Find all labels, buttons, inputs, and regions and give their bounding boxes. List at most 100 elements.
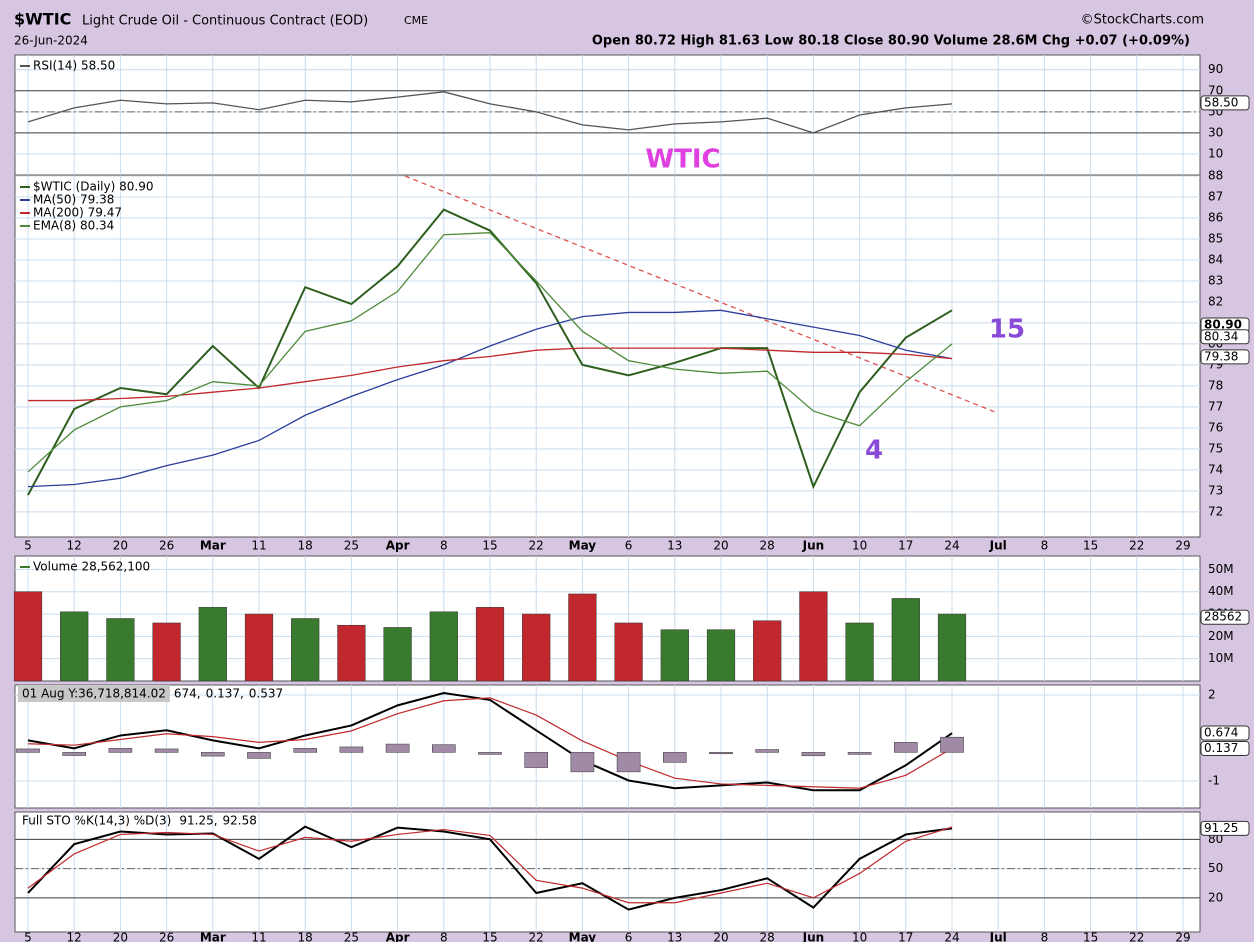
x-tick-label: 12 xyxy=(67,539,82,553)
y-tick-label: 70 xyxy=(1208,83,1223,97)
y-tick-label: 10M xyxy=(1208,651,1234,665)
legend-entry: 91.25, xyxy=(179,814,217,828)
y-tick-label: 2 xyxy=(1208,688,1216,702)
bar xyxy=(524,752,549,768)
value-tag: 0.137 xyxy=(1204,741,1238,755)
x-tick-label: 13 xyxy=(667,539,682,553)
legend-entry: 92.58 xyxy=(223,814,257,828)
legend-entry: RSI(14) 58.50 xyxy=(33,59,115,73)
x-tick-label: 15 xyxy=(1083,931,1098,942)
bar xyxy=(660,629,689,682)
y-tick-label: 20M xyxy=(1208,629,1234,643)
x-tick-label: 26 xyxy=(159,931,174,942)
x-tick-label: Jun xyxy=(802,539,825,553)
bar xyxy=(894,742,918,753)
x-tick-label: 6 xyxy=(625,931,633,942)
bar xyxy=(62,752,87,756)
quote: Open 80.72 High 81.63 Low 80.18 Close 80… xyxy=(592,34,1190,49)
x-tick-label: 11 xyxy=(251,931,266,942)
panel xyxy=(14,54,1201,176)
series-line xyxy=(27,697,953,789)
x-tick-label: 22 xyxy=(1129,931,1144,942)
value-tag-box xyxy=(1200,820,1250,836)
x-tick-label: 20 xyxy=(113,539,128,553)
value-tag-box xyxy=(1200,329,1250,345)
bar xyxy=(293,748,317,753)
x-tick-label: Mar xyxy=(200,931,226,942)
value-tag: 58.50 xyxy=(1204,95,1238,109)
bar xyxy=(60,611,89,682)
value-tag: 28562 xyxy=(1204,610,1242,624)
bar xyxy=(570,752,595,773)
series-line xyxy=(27,91,953,134)
value-tag: 79.38 xyxy=(1204,349,1238,363)
y-tick-label: 77 xyxy=(1208,399,1223,413)
y-tick-label: 87 xyxy=(1208,189,1223,203)
bar xyxy=(383,627,412,682)
x-tick-label: 5 xyxy=(24,931,32,942)
annotation: 4 xyxy=(865,436,883,466)
bar xyxy=(429,611,458,682)
annotation: 15 xyxy=(989,315,1025,345)
bar xyxy=(799,591,828,682)
x-tick-label: 15 xyxy=(482,539,497,553)
panel xyxy=(14,175,1201,538)
series-line xyxy=(27,232,953,473)
x-tick-label: 10 xyxy=(852,931,867,942)
x-tick-label: 25 xyxy=(344,539,359,553)
x-tick-label: 17 xyxy=(898,539,913,553)
bar xyxy=(616,752,641,773)
x-tick-label: 29 xyxy=(1175,539,1190,553)
x-tick-label: 29 xyxy=(1175,931,1190,942)
y-tick-label: 82 xyxy=(1208,294,1223,308)
bar xyxy=(663,752,687,763)
x-tick-label: 8 xyxy=(440,539,448,553)
legend-entry: EMA(8) 80.34 xyxy=(33,219,114,233)
exchange: CME xyxy=(404,14,428,27)
title-box xyxy=(18,685,170,702)
x-tick-label: 28 xyxy=(760,539,775,553)
bar xyxy=(475,607,505,682)
x-tick-label: 11 xyxy=(251,539,266,553)
x-tick-label: Apr xyxy=(386,539,410,553)
legend-entry: Volume 28,562,100 xyxy=(33,560,150,574)
x-tick-label: 26 xyxy=(159,539,174,553)
y-tick-label: 72 xyxy=(1208,504,1223,518)
y-tick-label: 86 xyxy=(1208,210,1223,224)
x-tick-label: Apr xyxy=(386,931,410,942)
x-tick-label: 24 xyxy=(944,539,959,553)
x-tick-label: Jul xyxy=(989,931,1007,942)
bar xyxy=(432,744,456,753)
bar xyxy=(845,622,874,682)
bar xyxy=(568,593,597,682)
y-tick-label: 73 xyxy=(1208,483,1223,497)
bar xyxy=(847,752,872,755)
annotation: WTIC xyxy=(645,145,720,175)
series-line xyxy=(27,208,953,496)
x-tick-label: 20 xyxy=(113,931,128,942)
x-tick-label: 17 xyxy=(898,931,913,942)
x-tick-label: Jul xyxy=(989,539,1007,553)
value-tag: 80.34 xyxy=(1204,329,1238,343)
x-tick-label: 5 xyxy=(24,539,32,553)
x-tick-label: 24 xyxy=(944,931,959,942)
bar xyxy=(154,748,179,753)
x-tick-label: 25 xyxy=(344,931,359,942)
legend-entry: 0.537 xyxy=(249,687,283,701)
y-tick-label: 50 xyxy=(1208,861,1223,875)
y-tick-label: 74 xyxy=(1208,462,1223,476)
series-line xyxy=(27,692,953,792)
x-tick-label: 20 xyxy=(713,539,728,553)
bar xyxy=(801,752,826,757)
bar xyxy=(106,618,135,682)
x-tick-label: 20 xyxy=(713,931,728,942)
x-tick-label: Mar xyxy=(200,539,226,553)
bar xyxy=(201,752,225,757)
value-tag: 91.25 xyxy=(1204,821,1238,835)
trend-line xyxy=(404,175,996,413)
date: 26-Jun-2024 xyxy=(14,34,88,48)
legend-entry: MA(200) 79.47 xyxy=(33,206,122,220)
y-tick-label: 20 xyxy=(1208,890,1223,904)
bar xyxy=(339,746,364,753)
source: ©StockCharts.com xyxy=(1081,13,1204,28)
